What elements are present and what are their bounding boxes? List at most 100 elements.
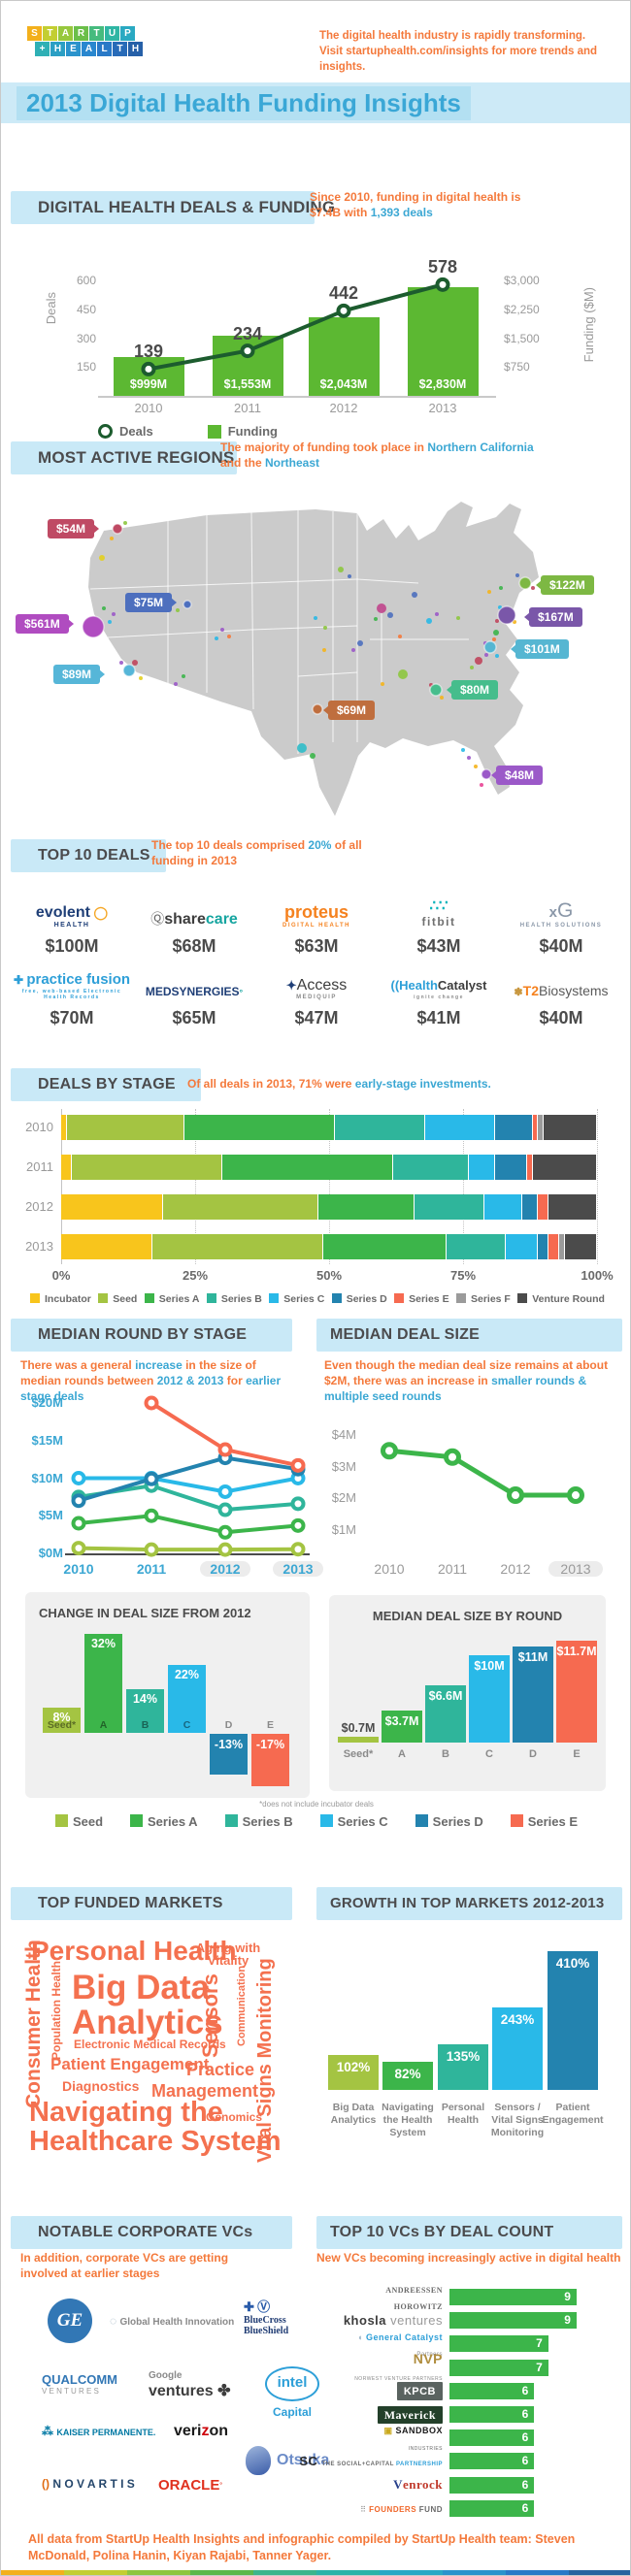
logo-line: BlueCross bbox=[244, 2315, 286, 2326]
stacked-row-year: 2011 bbox=[26, 1159, 53, 1174]
map-funding-label: $75M bbox=[125, 593, 178, 612]
stacked-segment-seed bbox=[72, 1155, 221, 1180]
legend-item-series-a: Series A bbox=[130, 1814, 198, 1829]
y-axis-label-funding: Funding ($M) bbox=[581, 287, 596, 363]
legend-label: Series B bbox=[220, 1293, 262, 1305]
deal-amount: $40M bbox=[539, 1008, 583, 1027]
note-segment: New VCs becoming increasingly active in … bbox=[316, 2251, 621, 2265]
vc-bar: 7 bbox=[449, 2335, 548, 2353]
stacked-segment-series-f bbox=[559, 1234, 564, 1259]
legend-item-deals: Deals bbox=[98, 424, 153, 439]
logo-tile: U bbox=[105, 26, 119, 41]
note-deals-funding: Since 2010, funding in digital health is… bbox=[310, 189, 523, 220]
legend-item-seed: Seed bbox=[98, 1293, 137, 1305]
map-funding-label: $122M bbox=[536, 575, 594, 595]
legend-label: Series A bbox=[158, 1293, 200, 1305]
x-axis-tick: 50% bbox=[316, 1268, 343, 1283]
note-segment: Northeast bbox=[265, 456, 320, 471]
vc-logo-line: INDUSTRIES bbox=[409, 2438, 443, 2455]
vc-logo-line: HOROWITZ bbox=[394, 2298, 443, 2314]
company-logo-subtext: MEDIQUIP bbox=[296, 995, 337, 1000]
growth-category-line: Monitoring bbox=[490, 2127, 545, 2139]
chart-legend: Deals Funding bbox=[98, 424, 278, 439]
otsuka-label: Otsuka bbox=[277, 2452, 330, 2468]
logo-part: x bbox=[548, 904, 557, 921]
stacked-segment-seed bbox=[66, 1115, 183, 1140]
stacked-segment-series-a bbox=[317, 1194, 415, 1220]
logo-tile: T bbox=[89, 26, 104, 41]
y-axis-tick: $0M bbox=[38, 1546, 63, 1560]
cloud-word: Big Data Analytics bbox=[72, 1971, 223, 2039]
note-segment: 1,393 deals bbox=[370, 206, 433, 220]
stacked-segment-incubator bbox=[61, 1155, 72, 1180]
legend-label: Funding bbox=[227, 424, 278, 439]
y-axis-tick: $4M bbox=[331, 1426, 356, 1442]
map-funding-label: $101M bbox=[511, 639, 569, 659]
stacked-segment-series-d bbox=[495, 1155, 527, 1180]
vc-logo-line: khosla ventures bbox=[344, 2313, 443, 2330]
map-label-tip bbox=[536, 580, 542, 590]
note-segment: The top 10 deals comprised bbox=[151, 838, 309, 852]
vc-logo-part: INDUSTRIES bbox=[408, 2446, 443, 2453]
company-logo-text: ((HealthCatalyst bbox=[391, 977, 487, 995]
map-label-tip bbox=[67, 619, 74, 629]
legend-swatch bbox=[224, 1814, 238, 1827]
note-top-deals: The top 10 deals comprised 20% of all fu… bbox=[151, 837, 365, 868]
stacked-segment-series-c bbox=[484, 1194, 521, 1220]
y-axis-tick-deals: 150 bbox=[76, 360, 96, 375]
logo-part: ✦ bbox=[285, 978, 297, 993]
header-tagline: The digital health industry is rapidly t… bbox=[319, 30, 598, 74]
logo-tile: T bbox=[43, 26, 57, 41]
vc-logo-line: SC THE SOCIAL+CAPITAL PARTNERSHIP bbox=[299, 2454, 443, 2470]
note-segment: smaller rounds & multiple seed rounds bbox=[324, 1374, 587, 1404]
growth-bar-value: 410% bbox=[555, 1955, 590, 1971]
deals-marker-icon bbox=[98, 424, 113, 439]
legend-swatch bbox=[98, 1293, 109, 1303]
funding-bar-value: $999M bbox=[129, 377, 168, 391]
vc-logo-line: Maverick bbox=[384, 2407, 436, 2424]
logo-tile: T bbox=[113, 42, 127, 56]
note-segment: earlier stage deals bbox=[20, 1374, 282, 1404]
growth-bar-category: Big Data Analytics bbox=[322, 2102, 384, 2127]
company-logo-text: ✚ practice fusion bbox=[14, 971, 130, 989]
company-logo: ∴∵ fitbit bbox=[378, 872, 500, 929]
deal-company: ((HealthCatalyst ignite change $41M bbox=[378, 967, 500, 1028]
legend-swatch bbox=[319, 1814, 333, 1827]
footer-credits: All data from StartUp Health Insights an… bbox=[28, 2532, 576, 2562]
deal-company: ∴∵ fitbit $43M bbox=[378, 872, 500, 957]
x-axis-tick: 75% bbox=[449, 1268, 477, 1283]
legend-item-series-c: Series C bbox=[319, 1814, 388, 1829]
stacked-segment-series-e bbox=[538, 1194, 548, 1220]
vc-logo-line: ⠿ FOUNDERS FUND bbox=[360, 2500, 443, 2517]
round-bar-category: A bbox=[398, 1748, 406, 1760]
growth-category-line: Health bbox=[447, 2114, 480, 2127]
corp-logo-ge: GE bbox=[48, 2299, 92, 2343]
y-axis-tick-funding: $3,000 bbox=[504, 274, 540, 287]
cloud-word: Communication bbox=[236, 1965, 248, 2046]
y-axis-tick-funding: $1,500 bbox=[504, 331, 540, 345]
x-axis-tick: 25% bbox=[182, 1268, 209, 1283]
vc-bar: 6 bbox=[449, 2382, 535, 2399]
legend-item-series-e: Series E bbox=[394, 1293, 449, 1305]
startup-health-logo: S T A R T U P + H E A L T H bbox=[27, 26, 143, 56]
word-cloud: Personal Health Aging with Vitality Big Dat… bbox=[16, 1932, 312, 2218]
stacked-segment-series-d bbox=[538, 1234, 548, 1259]
map-label-tip bbox=[93, 524, 100, 534]
y-axis-tick-deals: 600 bbox=[76, 274, 96, 287]
y-axis-tick: $3M bbox=[331, 1458, 356, 1474]
vc-bar-count: 6 bbox=[521, 2407, 529, 2421]
company-logo-text: MEDSYNERGIES° bbox=[146, 983, 243, 1000]
section-title-median-round: MEDIAN ROUND BY STAGE bbox=[11, 1319, 292, 1352]
vc-logo-part: NVP bbox=[413, 2350, 443, 2366]
change-bar-category: B bbox=[141, 1719, 149, 1731]
y-axis-tick: $1M bbox=[331, 1522, 356, 1537]
stacked-segment-series-e bbox=[532, 1115, 538, 1140]
vc-logo-khosla-ventures: khosla ventures bbox=[312, 2312, 443, 2330]
logo-row-2: + H E A L T H bbox=[35, 42, 143, 56]
cloud-word: Personal Health bbox=[31, 1936, 237, 1966]
growth-bar bbox=[382, 2062, 433, 2090]
vc-bar: 9 bbox=[449, 2289, 577, 2305]
growth-bar-value: 243% bbox=[500, 2012, 535, 2028]
stacked-segment-venture-round bbox=[564, 1234, 596, 1259]
